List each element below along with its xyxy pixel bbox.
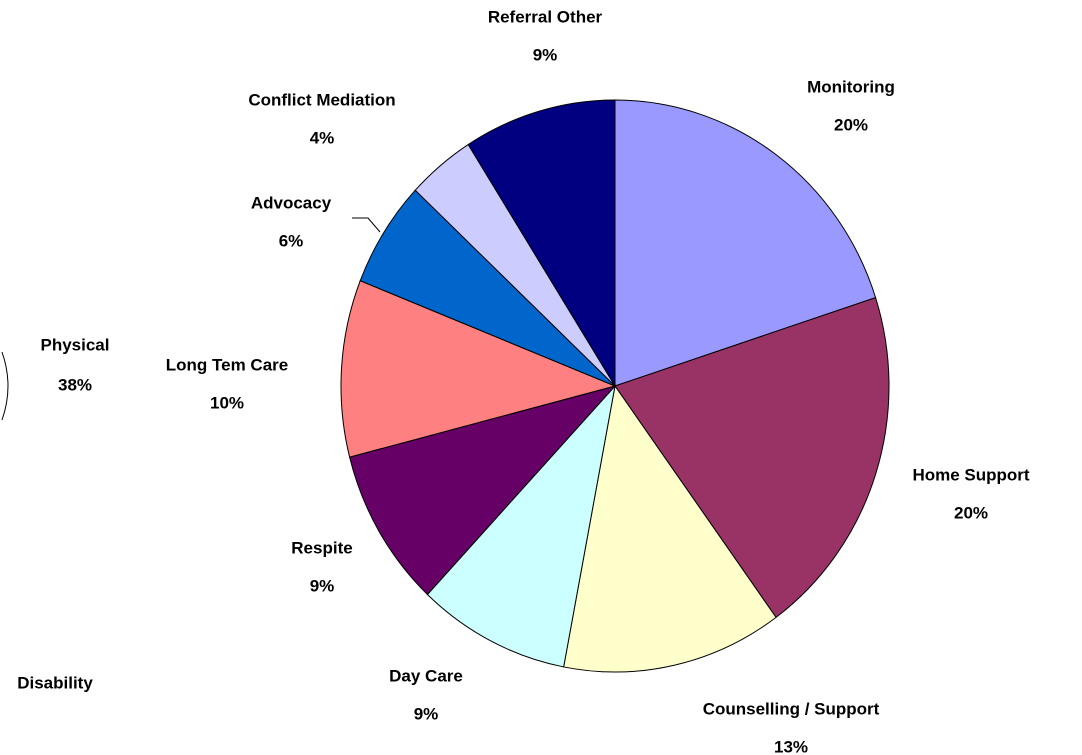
pie-slice <box>349 385 617 596</box>
slice-label: Home Support <box>912 465 1029 484</box>
slice-value-label: 9% <box>533 45 558 64</box>
slice-label: Conflict Mediation <box>248 90 395 109</box>
annotation: Disability <box>17 673 93 692</box>
pie-slice <box>426 384 616 668</box>
slice-value-label: 20% <box>834 115 868 134</box>
slice-label: Monitoring <box>807 77 895 96</box>
slice-value-label: 13% <box>774 737 808 755</box>
slice-label: Long Tem Care <box>166 355 288 374</box>
slice-value-label: 10% <box>210 393 244 412</box>
cut-off-pie-edge <box>1 351 9 421</box>
pie-slice <box>340 280 617 458</box>
leader-line <box>352 217 381 233</box>
pie-slice <box>614 99 877 387</box>
slice-label: Referral Other <box>488 7 603 26</box>
slice-label: Counselling / Support <box>703 699 880 718</box>
pie-slice <box>467 99 616 388</box>
slice-label: Respite <box>291 538 352 557</box>
slice-value-label: 4% <box>310 128 335 147</box>
pie-slice <box>614 296 890 619</box>
slice-value-label: 20% <box>954 503 988 522</box>
slice-value-label: 6% <box>279 231 304 250</box>
slice-label: Day Care <box>389 666 463 685</box>
slice-value-label: 9% <box>414 704 439 723</box>
annotation: Physical <box>41 335 110 354</box>
slice-value-label: 9% <box>310 576 335 595</box>
slice-label: Advocacy <box>251 193 332 212</box>
pie-slice <box>563 384 777 673</box>
annotation: 38% <box>58 375 92 394</box>
